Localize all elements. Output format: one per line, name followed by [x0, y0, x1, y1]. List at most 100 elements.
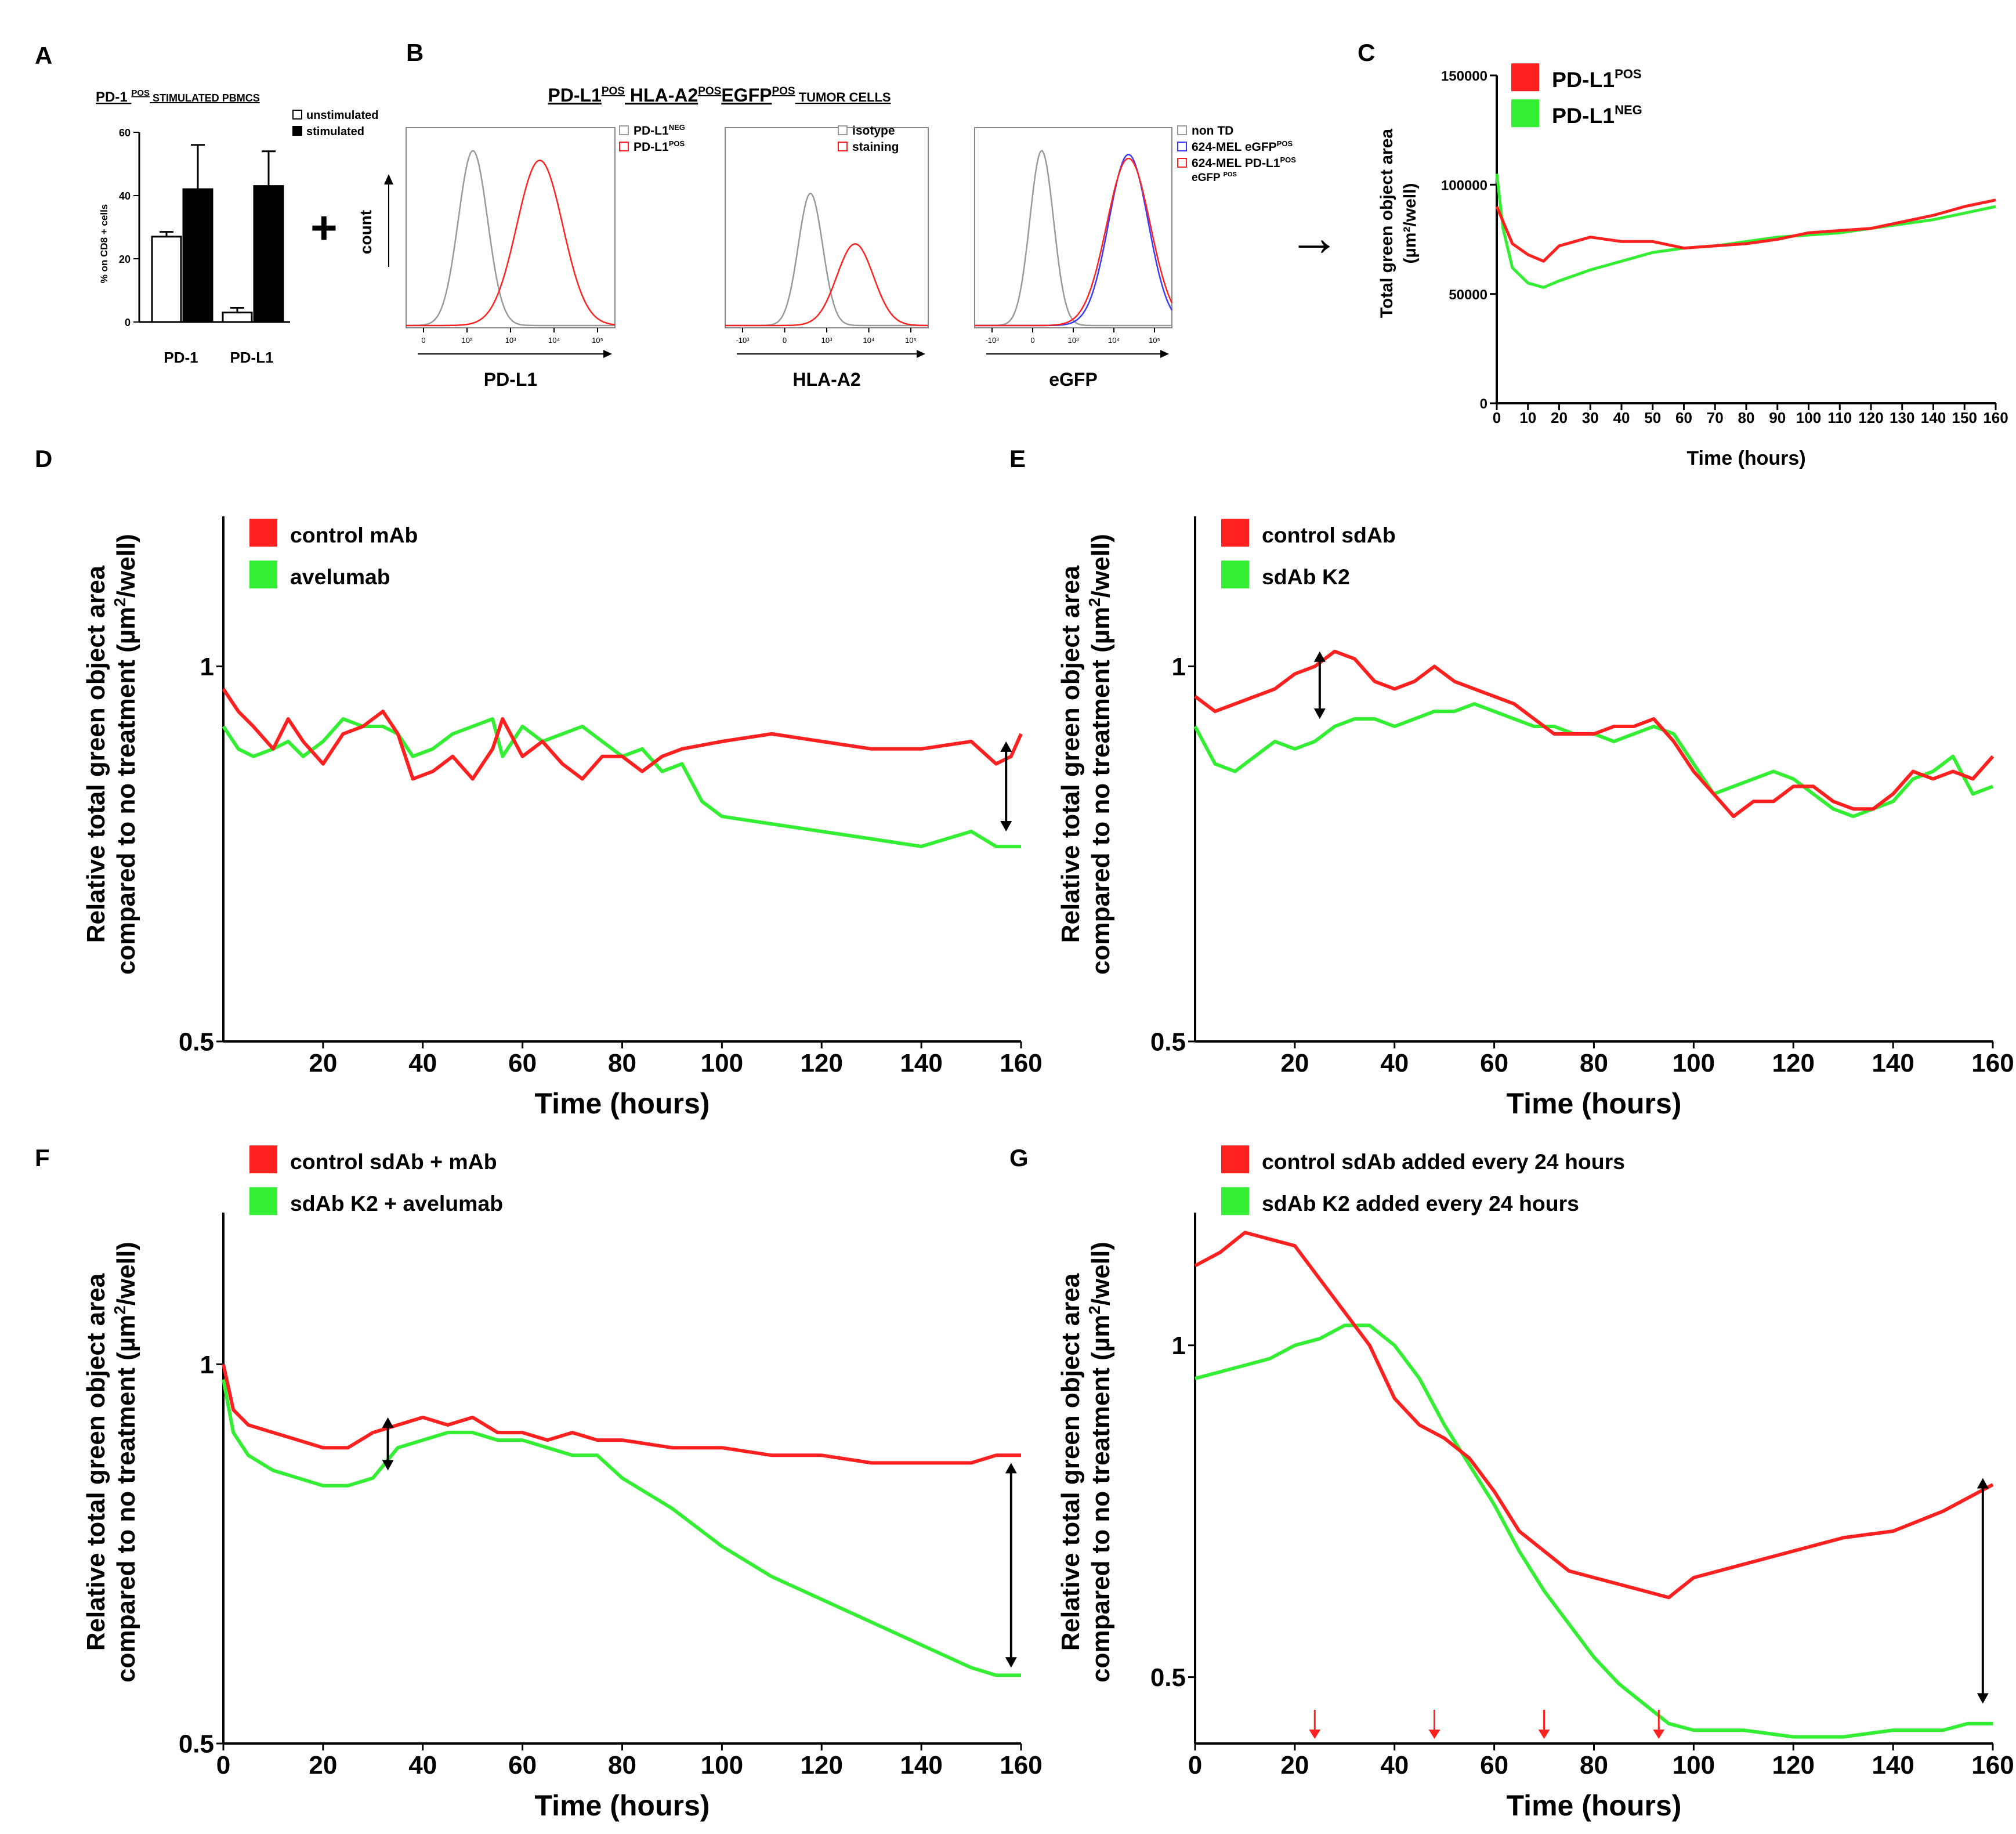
panel-d-legend-label: control mAb [290, 523, 418, 547]
svg-text:Relative total green object ar: Relative total green object area [82, 565, 110, 943]
hist-b2-legend-swatch [838, 142, 848, 151]
panel-e-legend-label: control sdAb [1262, 523, 1396, 547]
panel-a-category-label: PD-1 [164, 349, 198, 366]
hist-x-tick-label: 0 [783, 336, 787, 345]
panel-d-y-tick-label: 0.5 [179, 1028, 214, 1056]
panel-f-legend-label: sdAb K2 + avelumab [290, 1191, 503, 1216]
panel-c-x-tick-label: 140 [1921, 409, 1946, 426]
panel-e-legend-swatch [1221, 519, 1249, 547]
dosing-arrow-head [1653, 1730, 1665, 1739]
hist-b2-legend-label: staining [852, 140, 899, 154]
panel-letter-e: E [1009, 445, 1026, 472]
panel-c-legend-swatch [1511, 99, 1539, 128]
panel-c-x-tick-label: 80 [1738, 409, 1755, 426]
panel-e-y-tick-label: 1 [1172, 653, 1186, 681]
panel-g-x-tick-label: 160 [1971, 1751, 2014, 1779]
panel-f-x-tick-label: 160 [1000, 1751, 1042, 1779]
panel-d-legend-swatch [249, 519, 277, 547]
panel-g-legend-label: sdAb K2 added every 24 hours [1262, 1191, 1579, 1216]
panel-e-legend-label: sdAb K2 [1262, 565, 1350, 589]
panel-a-bar-stimulated [253, 185, 284, 323]
panel-d-series-green [222, 717, 1021, 848]
hist-B1-xlabel: PD-L1 [484, 369, 537, 390]
hist-B3-xlabel: eGFP [1049, 369, 1098, 390]
panel-e-series-green [1193, 702, 1994, 819]
panel-g-diff-arrow-head-bottom [1977, 1693, 1989, 1704]
panel-g-y-tick-label: 0.5 [1150, 1663, 1186, 1692]
panel-c-y-tick-label: 50000 [1449, 287, 1487, 303]
panel-e-x-tick-label: 80 [1580, 1049, 1608, 1077]
panel-c-x-tick-label: 20 [1551, 409, 1568, 426]
panel-e-x-tick-label: 40 [1380, 1049, 1409, 1077]
hist-x-tick-label: 10⁴ [863, 336, 874, 345]
hist-x-tick-label: 0 [1030, 336, 1034, 345]
panel-d-diff-arrow-head-bottom [1000, 821, 1012, 831]
panel-letter-a: A [35, 42, 52, 69]
panel-g-legend-label: control sdAb added every 24 hours [1262, 1149, 1625, 1174]
panel-f-x-tick-label: 40 [408, 1751, 437, 1779]
panel-a-y-tick-label: 60 [119, 127, 131, 139]
panel-a-bar-stimulated [182, 188, 213, 323]
panel-f-diff-arrow-1-head-bottom [382, 1460, 394, 1471]
svg-text:compared to no treatment (µm2/: compared to no treatment (µm2/well) [1085, 1242, 1115, 1683]
hist-b3-legend-label-cont: eGFP POS [1192, 171, 1237, 184]
panel-c-x-tick-label: 90 [1769, 409, 1786, 426]
panel-e-xlabel: Time (hours) [1507, 1087, 1682, 1120]
hist-b1-legend-swatch [619, 142, 629, 151]
panel-g-x-tick-label: 120 [1772, 1751, 1815, 1779]
panel-e-diff-arrow-head-top [1313, 651, 1326, 662]
panel-b-title: PD-L1POS HLA-A2POSEGFPPOS TUMOR CELLS [548, 85, 891, 106]
hist-x-tick-label: 10⁴ [1108, 336, 1120, 345]
panel-a-y-tick-label: 40 [119, 190, 131, 202]
plus-sign: + [310, 202, 338, 254]
panel-e-y-tick-label: 0.5 [1150, 1028, 1186, 1056]
hist-B2-frame [725, 127, 929, 328]
hist-x-tick-label: 10³ [1068, 336, 1079, 345]
panel-f-series-green [222, 1379, 1021, 1677]
panel-g-x-tick-label: 100 [1673, 1751, 1715, 1779]
panel-g-x-tick-label: 0 [1188, 1751, 1202, 1779]
hist-x-tick-label: 10⁵ [1149, 336, 1160, 345]
svg-text:compared to no treatment (µm2/: compared to no treatment (µm2/well) [111, 534, 140, 975]
hist-x-tick-label: 10⁵ [905, 336, 917, 345]
hist-b3-legend-label: 624-MEL eGFPPOS [1192, 139, 1293, 154]
panel-d-x-tick-label: 140 [900, 1049, 942, 1077]
panel-letter-b: B [406, 39, 424, 66]
hist-B2-curve [725, 243, 929, 327]
panel-c-x-tick-label: 50 [1644, 409, 1661, 426]
panel-a-legend-label: unstimulated [306, 109, 378, 122]
panel-f-x-tick-label: 0 [216, 1751, 230, 1779]
panel-d-legend-swatch [249, 560, 277, 589]
panel-c-x-tick-label: 0 [1493, 409, 1501, 426]
hist-B3-curve [975, 149, 1172, 327]
panel-f-x-tick-label: 60 [508, 1751, 537, 1779]
panel-c-x-tick-label: 160 [1983, 409, 2008, 426]
hist-x-tick-label: 10⁴ [548, 336, 560, 345]
panel-f-x-tick-label: 80 [608, 1751, 636, 1779]
hist-b1-legend-label: PD-L1POS [634, 139, 685, 154]
hist-x-tick-label: 10³ [505, 336, 516, 345]
panel-e-ylabel: Relative total green object area compare… [1056, 534, 1115, 975]
panel-g-x-tick-label: 40 [1380, 1751, 1409, 1779]
panel-d-x-tick-label: 20 [309, 1049, 337, 1077]
hist-x-tick-label: -10³ [985, 336, 999, 345]
panel-g-legend-swatch [1221, 1187, 1249, 1216]
panel-c-x-tick-label: 120 [1858, 409, 1883, 426]
panel-a-bar-unstimulated [151, 236, 182, 323]
panel-e-x-tick-label: 140 [1872, 1049, 1914, 1077]
panel-f-x-tick-label: 20 [309, 1751, 337, 1779]
hist-x-tick-label: 10⁵ [592, 336, 603, 345]
panel-a-title: PD-1 POS STIMULATED PBMCS [96, 88, 260, 105]
dosing-arrow-head [1309, 1730, 1321, 1739]
panel-d-x-tick-label: 100 [701, 1049, 743, 1077]
panel-e-series-red [1194, 649, 1995, 819]
panel-c-y-tick-label: 0 [1480, 396, 1487, 412]
panel-f-x-tick-label: 100 [701, 1751, 743, 1779]
hist-x-tick-label: 10² [462, 336, 473, 345]
panel-d-diff-arrow-head-top [1000, 741, 1012, 752]
panel-e-diff-arrow-head-bottom [1313, 708, 1326, 719]
panel-f-ylabel: Relative total green object area compare… [82, 1242, 140, 1683]
svg-text:compared to no treatment (µm2/: compared to no treatment (µm2/well) [111, 1242, 140, 1683]
panel-f-diff-arrow-1-head-top [382, 1417, 394, 1428]
panel-c-x-tick-label: 10 [1519, 409, 1536, 426]
